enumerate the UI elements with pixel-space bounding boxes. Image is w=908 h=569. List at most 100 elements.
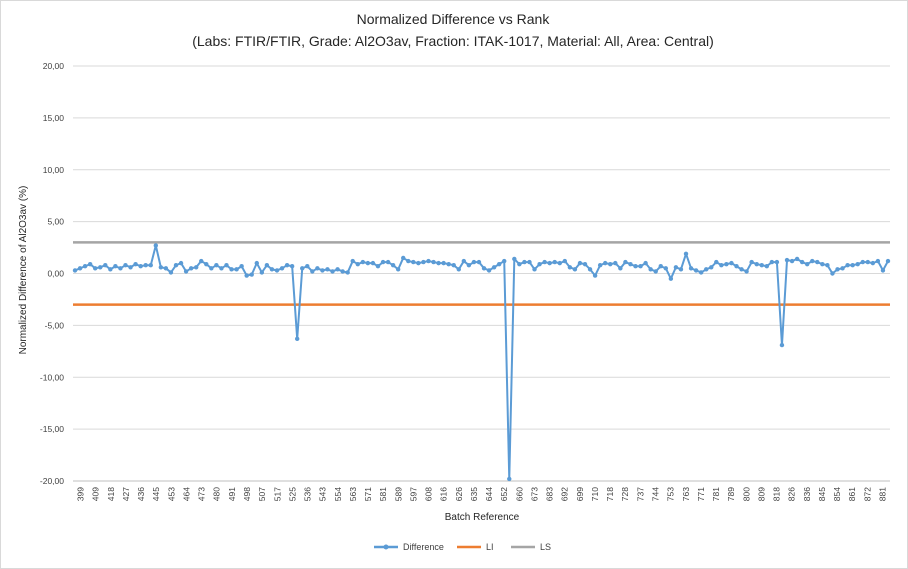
difference-point <box>259 270 265 275</box>
difference-point <box>214 263 219 268</box>
difference-point <box>542 259 547 265</box>
x-tick-label: 781 <box>711 487 721 501</box>
legend-label-ls: LS <box>540 542 551 552</box>
x-tick-label: 836 <box>802 487 812 501</box>
difference-point <box>860 259 865 265</box>
difference-point <box>744 269 749 274</box>
x-tick-label: 480 <box>212 487 222 501</box>
difference-point <box>784 257 790 263</box>
x-axis-title: Batch Reference <box>445 512 520 523</box>
difference-point <box>597 263 603 268</box>
x-tick-label: 644 <box>484 487 494 501</box>
difference-point <box>592 273 598 278</box>
difference-point <box>199 258 204 264</box>
y-tick-label: 0,00 <box>47 269 64 279</box>
difference-point <box>148 263 153 268</box>
y-tick-label: 20,00 <box>43 61 65 71</box>
difference-point <box>794 256 800 262</box>
difference-point <box>325 267 330 272</box>
difference-point <box>754 261 759 267</box>
difference-point <box>466 263 472 268</box>
difference-point <box>885 258 891 264</box>
limit-lines <box>73 241 890 306</box>
difference-point <box>294 336 300 342</box>
difference-point <box>82 264 88 269</box>
difference-point <box>729 260 734 266</box>
difference-point <box>385 259 391 265</box>
difference-point <box>693 268 699 273</box>
legend-label-li: LI <box>486 542 494 552</box>
difference-point <box>461 258 467 264</box>
difference-point <box>365 260 371 266</box>
difference-point <box>643 260 648 266</box>
x-tick-label: 771 <box>696 487 706 501</box>
difference-point <box>178 260 184 266</box>
difference-point <box>98 265 103 270</box>
x-tick-label: 418 <box>106 487 116 501</box>
x-tick-label: 881 <box>877 487 887 501</box>
x-tick-label: 581 <box>378 487 388 501</box>
x-tick-label: 608 <box>424 487 434 501</box>
difference-point <box>153 243 158 248</box>
x-tick-label: 543 <box>318 487 328 501</box>
difference-point <box>431 259 436 265</box>
difference-point <box>471 259 477 265</box>
difference-point <box>254 260 259 266</box>
x-tick-label: 464 <box>181 487 191 501</box>
difference-point <box>577 260 583 266</box>
difference-point <box>491 265 497 270</box>
difference-point <box>638 264 643 269</box>
difference-point <box>850 263 855 268</box>
difference-point <box>219 266 224 271</box>
difference-point <box>269 267 275 272</box>
difference-point <box>229 267 234 272</box>
difference-point <box>92 266 98 271</box>
y-tick-label: -15,00 <box>40 424 64 434</box>
difference-point <box>603 260 608 266</box>
x-tick-label: 660 <box>514 487 524 501</box>
x-tick-label: 571 <box>363 487 373 501</box>
difference-point <box>173 263 179 268</box>
difference-point <box>764 264 770 269</box>
x-tick-label: 753 <box>666 487 676 501</box>
y-tick-label: 15,00 <box>43 113 65 123</box>
difference-point <box>113 264 118 269</box>
x-tick-label: 872 <box>862 487 872 501</box>
difference-point <box>390 263 396 268</box>
difference-point <box>522 259 527 265</box>
difference-point <box>875 258 881 264</box>
x-tick-label: 597 <box>408 487 418 501</box>
difference-point <box>587 267 593 272</box>
difference-point <box>274 268 280 273</box>
difference-point <box>143 263 148 268</box>
gridlines <box>73 65 890 482</box>
difference-point <box>436 260 441 266</box>
difference-point <box>401 255 406 261</box>
difference-point <box>234 267 239 272</box>
x-tick-label: 683 <box>545 487 555 501</box>
difference-point <box>310 269 315 274</box>
x-tick-label: 763 <box>681 487 691 501</box>
x-tick-label: 427 <box>121 487 131 501</box>
difference-point <box>880 268 886 273</box>
difference-point <box>835 267 840 272</box>
x-tick-label: 652 <box>499 487 509 501</box>
difference-point <box>224 263 229 268</box>
x-tick-label: 473 <box>197 487 207 501</box>
x-tick-label: 498 <box>242 487 252 501</box>
difference-point <box>562 258 568 264</box>
difference-point <box>537 261 542 267</box>
difference-point <box>820 261 825 267</box>
x-tick-label: 718 <box>605 487 615 501</box>
difference-point <box>678 267 684 272</box>
difference-point <box>688 266 694 271</box>
difference-point <box>613 260 618 266</box>
difference-point <box>239 264 244 269</box>
difference-point <box>799 259 805 265</box>
difference-point <box>350 258 355 264</box>
difference-point <box>193 265 199 270</box>
difference-point <box>749 259 754 265</box>
x-tick-label: 692 <box>560 487 570 501</box>
difference-point <box>300 266 305 271</box>
x-tick-label: 436 <box>136 487 146 501</box>
